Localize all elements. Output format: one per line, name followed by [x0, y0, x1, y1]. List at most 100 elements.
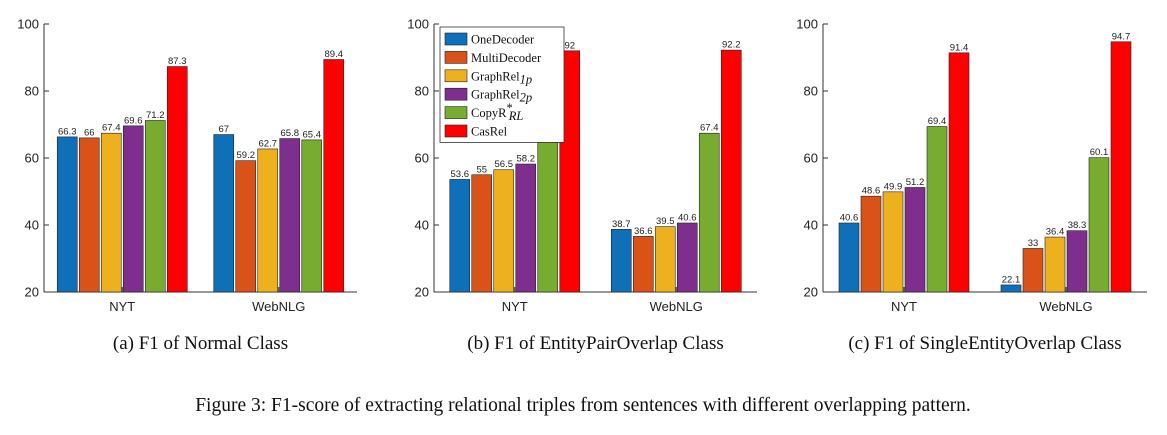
bar-CopyRRL	[144, 120, 166, 293]
data-label: 69.4	[928, 116, 947, 127]
bar-GraphRel1p	[654, 226, 676, 293]
y-tick-label: 20	[25, 285, 39, 300]
data-label: 33	[1028, 238, 1039, 249]
data-label: 94.7	[1112, 31, 1131, 42]
bar-OneDecoder	[1000, 284, 1022, 293]
legend-label-OneDecoder: OneDecoder	[471, 33, 535, 47]
bar-GraphRel1p	[1044, 236, 1066, 293]
legend-label-CopyRRL: CopyR* RL	[471, 101, 523, 123]
x-tick-label: WebNLG	[252, 299, 305, 314]
bar-CopyRRL	[926, 126, 948, 293]
bar-CasRel	[948, 52, 970, 293]
y-tick-label: 100	[796, 17, 818, 32]
chart-panel-c: 20 40 60 80 100 NYT 40.6 48.6 49.9 51.2 69.4 91.4 We…	[796, 17, 1147, 354]
legend-swatch-MultiDecoder	[444, 51, 468, 64]
x-tick-label: WebNLG	[650, 299, 703, 314]
data-label: 67.4	[102, 123, 121, 134]
bar-OneDecoder	[449, 179, 471, 293]
legend-swatch-GraphRel1p	[444, 69, 468, 83]
data-label: 40.6	[840, 212, 859, 223]
legend-swatch-OneDecoder	[444, 32, 468, 46]
bar-OneDecoder	[213, 134, 235, 293]
bar-CasRel	[323, 59, 345, 293]
y-tick-label: 80	[415, 84, 429, 99]
legend-label-GraphRel2p: GraphRel2p	[471, 88, 532, 105]
bar-GraphRel1p	[882, 191, 904, 293]
data-label: 40.6	[678, 212, 697, 223]
chart-panel-b: 20406080100NYT53.65556.558.272.892WebNLG…	[407, 17, 757, 354]
data-label: 67	[218, 124, 229, 135]
data-label: 22.1	[1002, 274, 1021, 285]
legend-label-MultiDecoder: MultiDecoder	[471, 51, 542, 65]
y-tick-label: 100	[17, 17, 39, 32]
bar-CasRel	[166, 66, 188, 293]
data-label: 65.8	[281, 128, 300, 139]
data-label: 36.6	[634, 226, 653, 237]
x-tick-label: NYT	[109, 299, 135, 314]
bar-MultiDecoder	[235, 160, 257, 293]
data-label: 38.3	[1068, 220, 1087, 231]
bar-GraphRel1p	[257, 148, 279, 293]
y-tick-label: 40	[25, 218, 39, 233]
data-label: 48.6	[862, 186, 881, 197]
bar-GraphRel2p	[676, 222, 698, 293]
data-label: 36.4	[1046, 227, 1065, 238]
bar-MultiDecoder	[632, 236, 654, 293]
bar-MultiDecoder	[78, 137, 100, 293]
data-label: 56.5	[495, 159, 514, 170]
data-label: 91.4	[950, 42, 969, 53]
figure-caption: Figure 3: F1-score of extracting relatio…	[195, 395, 971, 416]
y-tick-label: 40	[415, 218, 429, 233]
legend-label-CasRel: CasRel	[471, 125, 508, 139]
y-tick-label: 100	[407, 17, 429, 32]
bar-CopyRRL	[1088, 157, 1110, 293]
x-tick-label: WebNLG	[1039, 299, 1092, 314]
data-label: 66	[84, 127, 95, 138]
bar-OneDecoder	[56, 136, 78, 293]
legend-swatch-CasRel	[444, 124, 468, 138]
bar-GraphRel2p	[515, 163, 537, 293]
bar-CasRel	[1110, 41, 1132, 293]
bar-CasRel	[720, 49, 742, 293]
y-tick-label: 20	[804, 285, 818, 300]
data-label: 60.1	[1090, 147, 1109, 158]
data-label: 89.4	[325, 49, 344, 60]
legend-label-GraphRel1p: GraphRel1p	[471, 69, 532, 86]
data-label: 51.2	[906, 177, 925, 188]
x-tick-label: NYT	[502, 299, 528, 314]
data-label: 66.3	[58, 126, 77, 137]
data-label: 69.6	[124, 115, 143, 126]
legend-swatch-GraphRel2p	[444, 87, 468, 101]
bar-GraphRel1p	[100, 132, 122, 293]
bar-CopyRRL	[301, 139, 323, 293]
data-label: 49.9	[884, 181, 903, 192]
bar-CopyRRL	[698, 132, 720, 293]
bar-GraphRel1p	[493, 169, 515, 293]
data-label: 87.3	[168, 56, 187, 67]
bar-GraphRel2p	[279, 138, 301, 293]
bar-GraphRel2p	[904, 187, 926, 293]
data-label: 38.7	[612, 219, 631, 230]
panel-caption: (a) F1 of Normal Class	[113, 333, 288, 354]
y-tick-label: 80	[804, 84, 818, 99]
bar-MultiDecoder	[860, 195, 882, 293]
legend: OneDecoder MultiDecoder GraphRel1p GraphRel…	[439, 26, 565, 143]
data-label: 67.4	[700, 123, 719, 134]
y-tick-label: 60	[415, 151, 429, 166]
data-label: 53.6	[451, 169, 470, 180]
data-label: 55	[476, 164, 487, 175]
legend-box	[439, 26, 565, 143]
chart-panel-a: 20 40 60 80 100 NYT 66.3 66 67.469.6 71.2 87.3 WebN…	[17, 17, 357, 354]
bar-OneDecoder	[610, 229, 632, 293]
bar-CasRel	[559, 50, 581, 293]
y-tick-label: 40	[804, 218, 818, 233]
bar-MultiDecoder	[471, 174, 493, 293]
y-tick-label: 20	[415, 285, 429, 300]
data-label: 92	[564, 40, 575, 51]
bar-GraphRel2p	[1066, 230, 1088, 293]
data-label: 71.2	[146, 110, 165, 121]
y-tick-label: 60	[804, 151, 818, 166]
data-label: 59.2	[237, 150, 256, 161]
